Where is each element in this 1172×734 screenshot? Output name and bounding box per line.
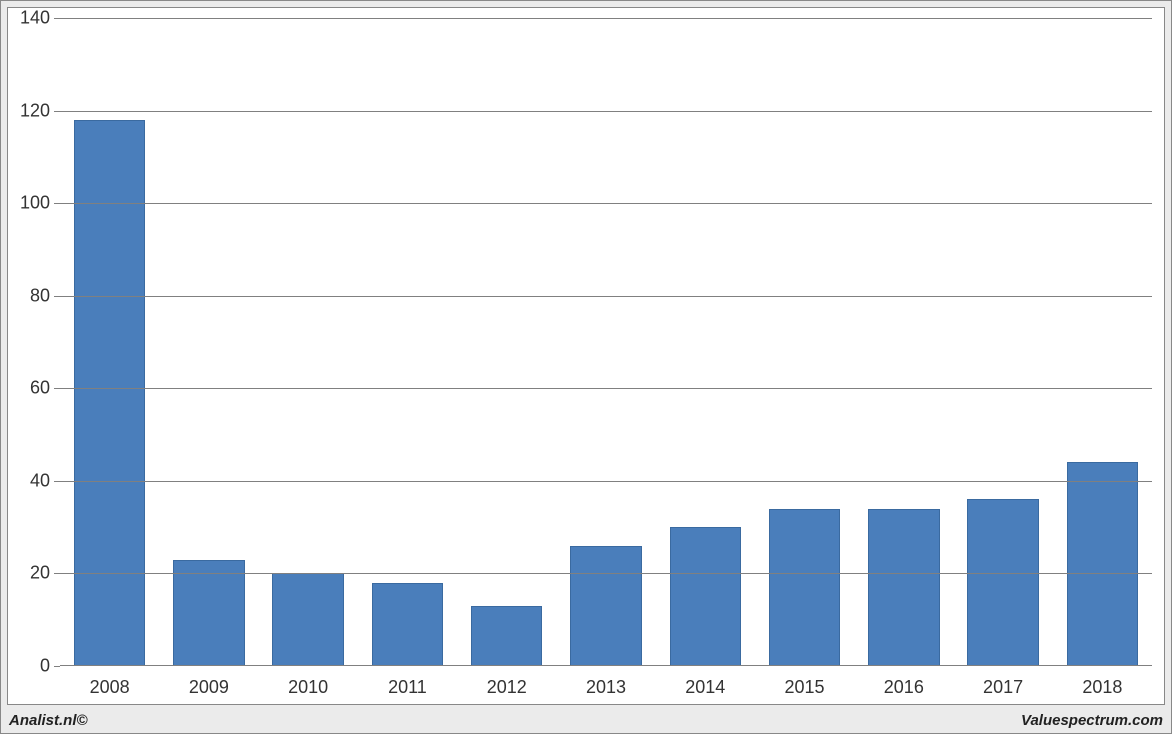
bar — [670, 527, 741, 666]
x-tick-label: 2017 — [983, 677, 1023, 698]
y-tick-mark — [54, 111, 60, 112]
x-tick-label: 2015 — [785, 677, 825, 698]
x-tick-label: 2012 — [487, 677, 527, 698]
x-tick-label: 2013 — [586, 677, 626, 698]
y-tick-label: 60 — [30, 378, 50, 399]
grid-line — [60, 18, 1152, 19]
y-tick-label: 80 — [30, 285, 50, 306]
y-tick-mark — [54, 573, 60, 574]
bar — [74, 120, 145, 666]
x-axis-labels: 2008 2009 2010 2011 2012 2013 2014 2015 2016 2017… — [60, 670, 1152, 698]
chart-container: 020406080100120140 200820092010201120122… — [7, 7, 1165, 705]
y-tick-mark — [54, 481, 60, 482]
x-tick-label: 2016 — [884, 677, 924, 698]
y-tick-label: 40 — [30, 470, 50, 491]
footer-left: Analist.nl© — [9, 712, 88, 729]
x-tick-label: 2009 — [189, 677, 229, 698]
bar — [173, 560, 244, 666]
grid-line — [60, 296, 1152, 297]
y-tick-label: 100 — [20, 193, 50, 214]
y-tick-label: 140 — [20, 8, 50, 29]
grid-line — [60, 388, 1152, 389]
bar — [868, 509, 939, 666]
x-tick-label: 2011 — [388, 677, 427, 698]
y-tick-mark — [54, 666, 60, 667]
footer-right: Valuespectrum.com — [1021, 712, 1163, 729]
y-tick-mark — [54, 203, 60, 204]
x-tick-label: 2018 — [1082, 677, 1122, 698]
bar — [967, 499, 1038, 666]
y-tick-mark — [54, 296, 60, 297]
y-tick-mark — [54, 388, 60, 389]
grid-line — [60, 573, 1152, 574]
bar — [769, 509, 840, 666]
bars-layer — [60, 18, 1152, 666]
x-tick-label: 2014 — [685, 677, 725, 698]
footer: Analist.nl© Valuespectrum.com — [9, 709, 1163, 729]
bar — [570, 546, 641, 666]
grid-line — [60, 481, 1152, 482]
x-tick-label: 2008 — [90, 677, 130, 698]
bar — [272, 573, 343, 666]
bar — [372, 583, 443, 666]
y-axis-ticks: 020406080100120140 — [8, 18, 56, 666]
plot-area — [60, 18, 1152, 666]
y-tick-label: 0 — [40, 656, 50, 677]
y-tick-mark — [54, 18, 60, 19]
x-tick-label: 2010 — [288, 677, 328, 698]
y-tick-label: 120 — [20, 100, 50, 121]
bar — [1067, 462, 1138, 666]
grid-line — [60, 111, 1152, 112]
y-tick-label: 20 — [30, 563, 50, 584]
bar — [471, 606, 542, 666]
grid-line — [60, 203, 1152, 204]
x-axis-baseline — [60, 665, 1152, 666]
